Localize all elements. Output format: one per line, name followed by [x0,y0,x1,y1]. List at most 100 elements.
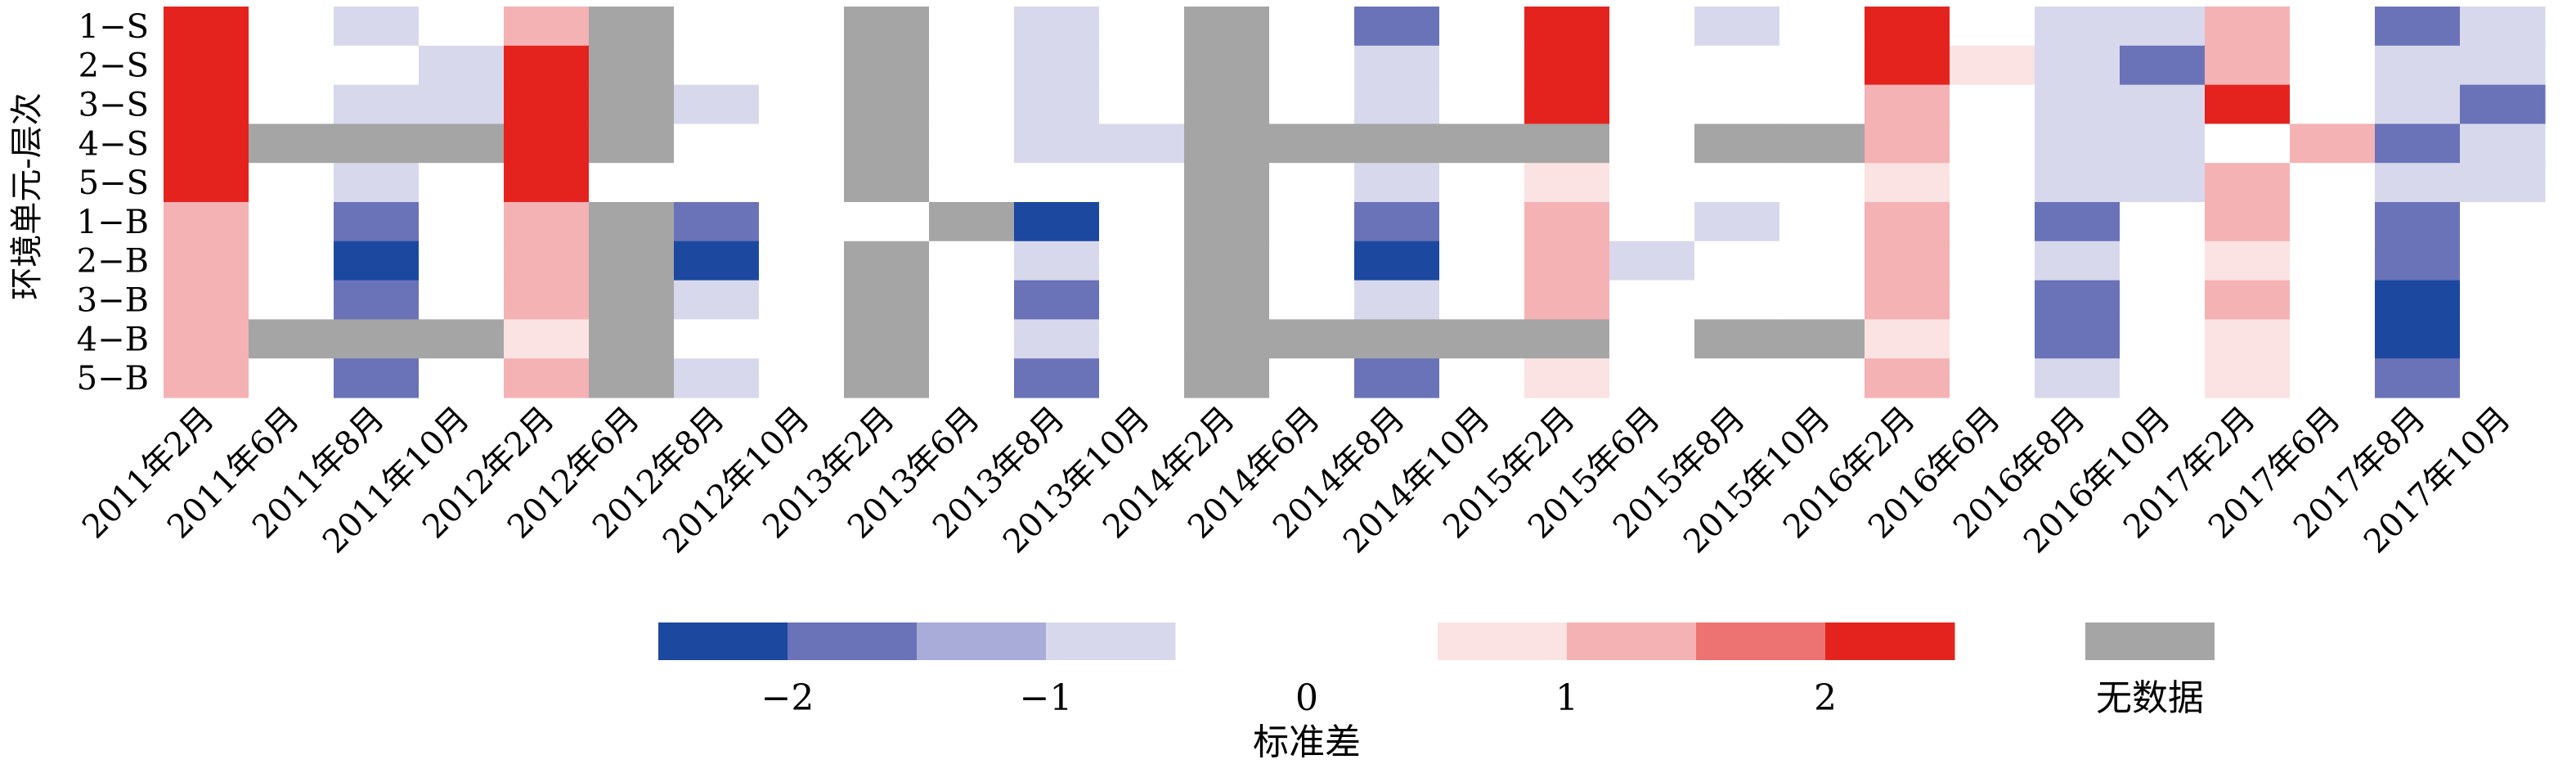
heatmap-cell [1269,84,1355,124]
heatmap-cell [1099,45,1185,86]
heatmap-cell [844,84,930,124]
heatmap-cell [249,358,334,398]
heatmap-cell [2375,202,2461,242]
legend-negative-swatches [658,622,1176,660]
heatmap-cell [2290,358,2376,398]
heatmap-cell [2205,319,2291,359]
heatmap-cell [1865,45,1950,86]
heatmap-cell [504,163,590,203]
heatmap-cell [2205,45,2291,86]
heatmap-cell [419,202,505,242]
legend-tick-label: 2 [1814,677,1837,719]
heatmap-cell [589,7,675,47]
column-label: 2012年10月 [656,400,817,561]
heatmap-cell [844,124,930,164]
heatmap-cell [2205,240,2291,281]
heatmap-cell [2290,124,2376,164]
heatmap-cell [1524,84,1610,124]
heatmap-cell [674,45,760,86]
heatmap-cell [504,7,590,47]
heatmap-cell [1694,84,1780,124]
heatmap-cell [1865,240,1950,281]
heatmap-cell [2120,163,2206,203]
heatmap-cell [1950,7,2035,47]
heatmap-cell [2035,319,2120,359]
heatmap-cell [1865,202,1950,242]
heatmap-cell [929,280,1015,320]
heatmap-cell [1950,202,2035,242]
heatmap-cell [1865,280,1950,320]
y-axis-title: 环境单元-层次 [8,92,46,300]
heatmap-cell [1694,202,1780,242]
heatmap-cell [2120,280,2206,320]
heatmap-cell [2460,163,2546,203]
row-label: 5−S [79,164,149,202]
heatmap-cell [1694,319,1780,359]
heatmap-cell [2035,202,2120,242]
legend-tick-label: −1 [1020,677,1073,719]
heatmap-cell [2120,358,2206,398]
heatmap-cell [759,280,845,320]
heatmap-cell [2035,280,2120,320]
heatmap-cell [164,319,249,359]
heatmap-cell [419,358,505,398]
heatmap-cell [334,358,420,398]
heatmap-cell [1354,163,1440,203]
heatmap-cell [1354,124,1440,164]
legend-title: 标准差 [1253,721,1361,763]
heatmap-cell [844,240,930,281]
column-label: 2013年10月 [996,400,1157,561]
heatmap-cell [249,319,334,359]
heatmap-cell [1014,163,1100,203]
heatmap-cell [2290,202,2376,242]
heatmap-cell [759,358,845,398]
heatmap-cell [1609,84,1695,124]
heatmap-cell [2375,240,2461,281]
heatmap-cell [844,202,930,242]
heatmap-cell [2290,45,2376,86]
heatmap-cell [1269,358,1355,398]
heatmap-cell [334,280,420,320]
heatmap-cell [2035,124,2120,164]
heatmap-cell [1524,124,1610,164]
heatmap-cell [844,163,930,203]
column-labels: 2011年2月2011年6月2011年8月2011年10月2012年2月2012… [75,400,2518,561]
heatmap-cell [2205,7,2291,47]
heatmap-cell [1354,202,1440,242]
column-label: 2011年10月 [316,400,477,561]
heatmap-cell [1779,319,1865,359]
heatmap-cell [249,163,334,203]
heatmap-cell [1694,45,1780,86]
heatmap-cell [334,319,420,359]
heatmap-cell [2205,280,2291,320]
heatmap-cell [1014,202,1100,242]
heatmap-cell [2460,45,2546,86]
heatmap-cell [1184,319,1270,359]
heatmap-cell [1609,163,1695,203]
heatmap-cell [2460,280,2546,320]
heatmap-cell [1269,280,1355,320]
heatmap-cell [844,358,930,398]
heatmap-cell [1779,84,1865,124]
heatmap-cell [1184,7,1270,47]
heatmap-cell [334,240,420,281]
heatmap-cell [2120,84,2206,124]
heatmap-cell [1865,358,1950,398]
heatmap-cell [2035,84,2120,124]
heatmap-cell [334,7,420,47]
legend-swatch [788,622,918,660]
heatmap-cell [1269,7,1355,47]
heatmap-cell [1694,240,1780,281]
heatmap-cell [1184,163,1270,203]
heatmap-cell [1354,280,1440,320]
heatmap-cell [2205,84,2291,124]
heatmap-cell [2120,240,2206,281]
heatmap-cell [589,358,675,398]
heatmap-cell [1694,163,1780,203]
heatmap-cell [1694,358,1780,398]
heatmap-cell [1014,280,1100,320]
heatmap-cell [1524,202,1610,242]
legend-tick-label: 1 [1555,677,1578,719]
heatmap-cell [589,202,675,242]
heatmap-cell [1609,319,1695,359]
